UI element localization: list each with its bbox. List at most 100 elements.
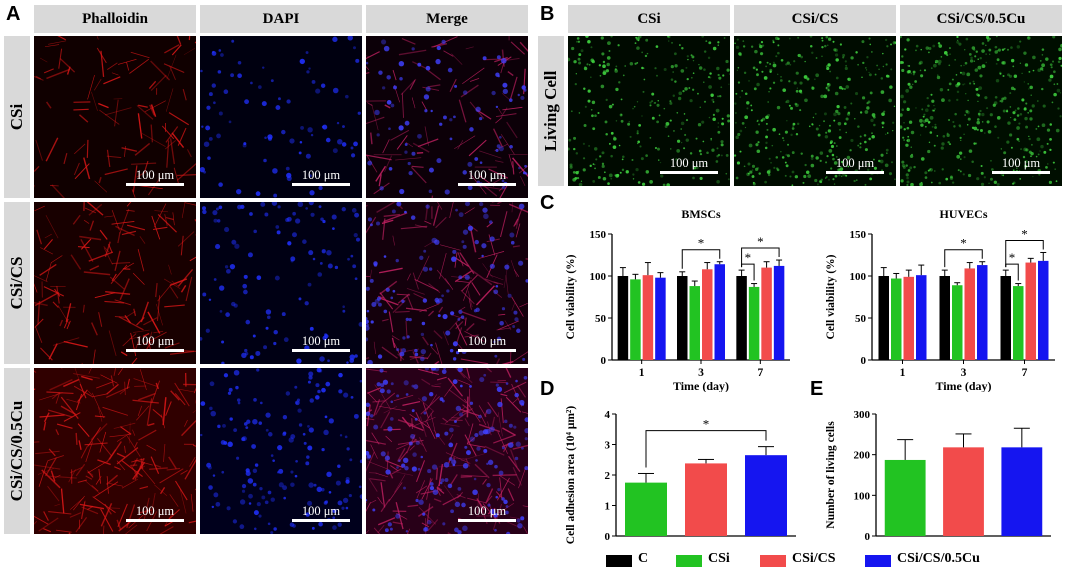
living-cell-dot — [658, 114, 661, 117]
living-cell-dot — [819, 151, 824, 155]
living-cell-dot — [912, 73, 915, 76]
living-cell-dot — [976, 128, 979, 131]
living-cell-dot — [780, 76, 782, 78]
living-cell-dot — [845, 131, 847, 134]
fiber-mark — [129, 337, 138, 340]
nucleus-dot — [428, 267, 433, 271]
living-cell-dot — [572, 171, 576, 174]
living-cell-dot — [1007, 73, 1010, 77]
living-cell-dot — [1014, 109, 1017, 112]
nucleus-dot — [316, 486, 322, 493]
living-cell-dot — [729, 73, 730, 75]
living-cell-dot — [839, 43, 843, 46]
living-cell-dot — [961, 71, 966, 76]
nucleus-dot — [427, 519, 432, 525]
living-cell-dot — [703, 68, 706, 71]
fiber-mark — [140, 301, 149, 323]
fiber-mark — [455, 257, 469, 267]
fiber-mark — [55, 429, 60, 436]
fiber-mark — [118, 316, 144, 331]
nucleus-dot — [454, 527, 459, 533]
living-cell-dot — [637, 142, 639, 145]
fiber-mark — [484, 278, 499, 285]
bar — [714, 264, 725, 360]
fiber-mark — [411, 166, 427, 184]
living-cell-dot — [827, 129, 832, 133]
fiber-mark — [369, 269, 373, 279]
nucleus-dot — [209, 381, 215, 387]
fiber-mark — [487, 421, 492, 436]
living-cell-dot — [833, 119, 836, 122]
living-cell-dot — [900, 36, 902, 39]
nucleus-dot — [455, 208, 458, 212]
nucleus-dot — [345, 506, 349, 510]
living-cell-dot — [658, 159, 660, 161]
living-cell-dot — [604, 120, 608, 124]
nucleus-dot — [466, 450, 471, 456]
living-cell-dot — [608, 142, 611, 145]
living-cell-dot — [742, 40, 745, 42]
living-cell-dot — [1010, 46, 1013, 49]
nucleus-dot — [395, 513, 401, 519]
nucleus-dot — [366, 317, 368, 320]
living-cell-dot — [690, 54, 693, 57]
legend-swatch — [606, 555, 632, 567]
living-cell-dot — [1024, 164, 1028, 168]
nucleus-dot — [393, 85, 397, 90]
nucleus-dot — [297, 202, 304, 208]
fiber-mark — [131, 357, 138, 364]
fiber-mark — [86, 470, 94, 476]
living-cell-dot — [934, 170, 936, 172]
fiber-mark — [56, 285, 60, 304]
living-cell-dot — [956, 82, 961, 86]
nucleus-dot — [462, 90, 468, 95]
fiber-mark — [79, 114, 89, 123]
living-cell-dot — [1053, 70, 1056, 74]
living-cell-dot — [886, 132, 889, 134]
fiber-mark — [475, 285, 495, 306]
living-cell-dot — [684, 87, 688, 91]
living-cell-dot — [967, 99, 969, 102]
legend-swatch — [676, 555, 702, 567]
living-cell-dot — [737, 81, 741, 84]
living-cell-dot — [975, 142, 978, 145]
nucleus-dot — [489, 263, 495, 269]
living-cell-dot — [710, 93, 714, 97]
living-cell-dot — [964, 61, 968, 65]
living-cell-dot — [632, 173, 635, 176]
fiber-mark — [124, 262, 135, 269]
nucleus-dot — [281, 312, 286, 317]
living-cell-dot — [956, 154, 961, 159]
living-cell-dot — [786, 99, 790, 104]
nucleus-dot — [452, 463, 456, 467]
living-cell-dot — [837, 121, 842, 126]
fiber-mark — [177, 388, 194, 393]
living-cell-dot — [905, 89, 909, 93]
fiber-mark — [91, 485, 99, 492]
bar — [625, 482, 667, 536]
living-cell-dot — [656, 120, 659, 124]
nucleus-dot — [414, 352, 419, 357]
living-cell-dot — [888, 172, 893, 176]
living-cell-dot — [980, 182, 985, 186]
nucleus-dot — [388, 166, 393, 171]
fiber-mark — [511, 202, 514, 213]
living-cell-dot — [907, 64, 909, 67]
fiber-mark — [72, 214, 81, 225]
living-cell-dot — [968, 53, 972, 56]
fiber-mark — [119, 278, 130, 301]
nucleus-dot — [227, 391, 232, 395]
nucleus-dot — [457, 487, 462, 491]
living-cell-dot — [736, 38, 739, 41]
nucleus-dot — [324, 415, 328, 419]
scale-bar-line — [458, 349, 516, 352]
nucleus-dot — [203, 141, 210, 147]
living-cell-dot — [588, 145, 590, 147]
living-cell-dot — [785, 153, 788, 157]
fiber-mark — [155, 282, 158, 298]
living-cell-dot — [734, 102, 737, 105]
nucleus-dot — [403, 486, 406, 490]
fiber-mark — [371, 103, 379, 131]
fiber-mark — [116, 432, 131, 442]
nucleus-dot — [277, 97, 281, 101]
